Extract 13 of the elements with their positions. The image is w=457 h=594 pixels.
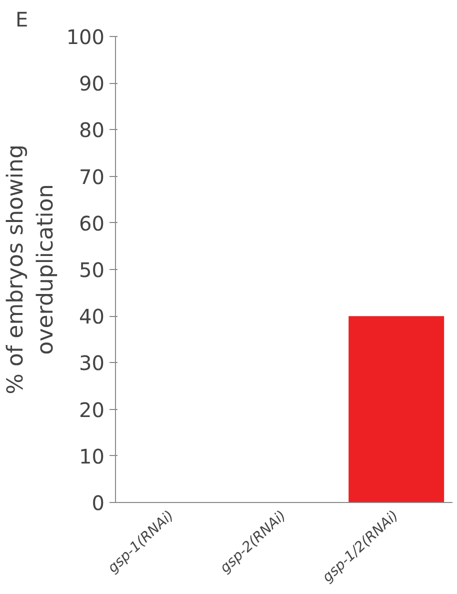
y-axis-title: % of embryos showing overduplication [3, 144, 58, 394]
y-tick-label: 0 [92, 491, 105, 515]
y-tick-label: 40 [79, 304, 105, 329]
y-tick-label: 80 [79, 118, 105, 142]
y-tick-label: 90 [79, 72, 105, 96]
y-tick-label: 70 [79, 164, 105, 189]
y-tick-label: 30 [79, 351, 105, 376]
y-tick-label: 10 [79, 444, 105, 468]
text: E [16, 8, 28, 32]
y-tick-label: 60 [79, 211, 105, 236]
y-tick-label: 20 [79, 398, 105, 422]
y-tick-label: 50 [79, 258, 105, 282]
y-tick-label: 100 [66, 25, 105, 49]
